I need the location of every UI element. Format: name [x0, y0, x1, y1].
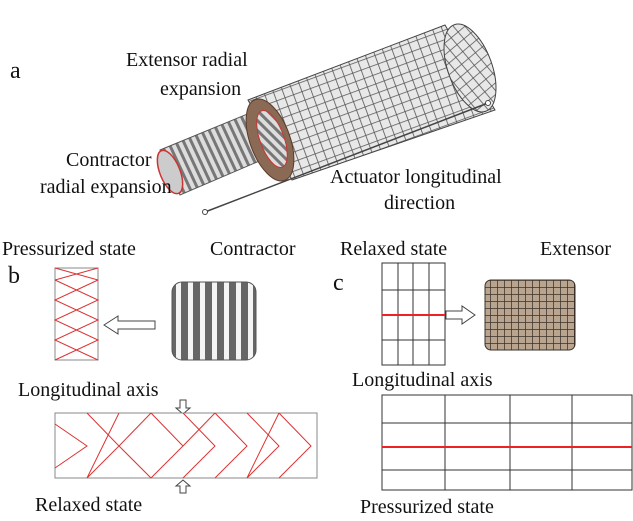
- label: direction: [384, 192, 455, 214]
- page: {"panel_a": {"label": "a", "extensor_lin…: [0, 0, 633, 521]
- pressurized-cell: [382, 395, 632, 490]
- contractor-coil: [172, 282, 256, 360]
- label: Extensor radial: [126, 49, 248, 71]
- label: Longitudinal axis: [352, 369, 493, 391]
- label: Relaxed state: [340, 238, 447, 260]
- label: Contractor: [66, 149, 152, 171]
- label: Actuator longitudinal: [330, 166, 502, 188]
- extensor-cylinder: [485, 280, 575, 350]
- label: Extensor: [540, 238, 611, 260]
- label: radial expansion: [40, 176, 172, 198]
- line-end: [486, 101, 491, 106]
- arrow: [104, 316, 155, 334]
- figure: a Extensor radial expansion Contractor r…: [0, 0, 633, 521]
- arrow: [176, 400, 190, 414]
- panel-label: c: [333, 270, 344, 296]
- panel-label: a: [10, 58, 21, 84]
- label: Contractor: [210, 238, 296, 260]
- panel-a: a Extensor radial expansion Contractor r…: [10, 17, 506, 214]
- label: expansion: [160, 78, 241, 100]
- label: Pressurized state: [2, 238, 136, 260]
- arrow: [176, 480, 190, 493]
- panel-c: Relaxed state Extensor c Longitudinal ax…: [333, 238, 632, 518]
- line-end: [203, 210, 208, 215]
- pressurized-cell: [55, 268, 98, 360]
- label: Longitudinal axis: [18, 379, 159, 401]
- label: Pressurized state: [360, 496, 494, 518]
- label: Relaxed state: [35, 494, 142, 516]
- panel-b: Pressurized state Contractor b Longitudi…: [2, 238, 317, 516]
- arrow: [446, 306, 475, 324]
- relaxed-cell: [55, 413, 317, 478]
- panel-label: b: [8, 263, 20, 289]
